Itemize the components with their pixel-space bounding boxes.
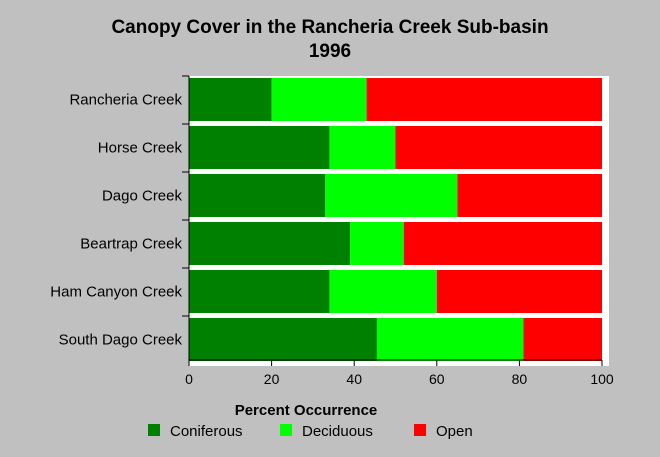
- bar-deciduous-1: [329, 126, 396, 169]
- x-axis-title: Percent Occurrence: [235, 402, 378, 419]
- x-tick-label: 40: [346, 371, 362, 387]
- bars: [189, 78, 602, 361]
- bar-open-4: [436, 270, 602, 313]
- legend-label-deciduous: Deciduous: [302, 423, 373, 440]
- category-label: Ham Canyon Creek: [50, 284, 182, 301]
- bar-open-5: [523, 318, 602, 361]
- bar-open-3: [403, 222, 602, 265]
- bar-coniferous-3: [189, 222, 351, 265]
- bar-deciduous-0: [271, 78, 367, 121]
- bar-coniferous-2: [189, 174, 326, 217]
- category-label: South Dago Creek: [59, 332, 183, 349]
- bar-deciduous-4: [329, 270, 437, 313]
- legend: Coniferous Deciduous Open: [148, 423, 473, 440]
- x-axis: 0 20 40 60 80 100: [185, 76, 614, 387]
- category-labels: Rancheria Creek Horse Creek Dago Creek Bear…: [50, 75, 189, 349]
- bar-coniferous-0: [189, 78, 272, 121]
- x-tick-label: 0: [185, 371, 193, 387]
- legend-swatch-deciduous: [280, 424, 292, 436]
- plot-area: [189, 76, 609, 366]
- bar-coniferous-5: [189, 318, 377, 361]
- bar-coniferous-1: [189, 126, 330, 169]
- bar-deciduous-2: [325, 174, 458, 217]
- bar-deciduous-5: [376, 318, 524, 361]
- chart-title-line-1: Canopy Cover in the Rancheria Creek Sub-…: [111, 17, 548, 38]
- category-label: Dago Creek: [102, 188, 183, 205]
- category-label: Horse Creek: [98, 140, 183, 157]
- category-label: Beartrap Creek: [80, 236, 182, 253]
- x-tick-label: 60: [429, 371, 445, 387]
- x-tick-label: 100: [590, 371, 614, 387]
- legend-label-open: Open: [436, 423, 473, 440]
- chart-title-line-2: 1996: [309, 41, 351, 62]
- bar-deciduous-3: [350, 222, 404, 265]
- bar-open-1: [395, 126, 602, 169]
- legend-label-coniferous: Coniferous: [170, 423, 243, 440]
- bar-open-2: [457, 174, 602, 217]
- bar-open-0: [366, 78, 602, 121]
- x-tick-label: 80: [512, 371, 528, 387]
- bar-coniferous-4: [189, 270, 330, 313]
- legend-swatch-coniferous: [148, 424, 160, 436]
- legend-swatch-open: [414, 424, 426, 436]
- x-tick-label: 20: [264, 371, 280, 387]
- category-label: Rancheria Creek: [69, 92, 182, 109]
